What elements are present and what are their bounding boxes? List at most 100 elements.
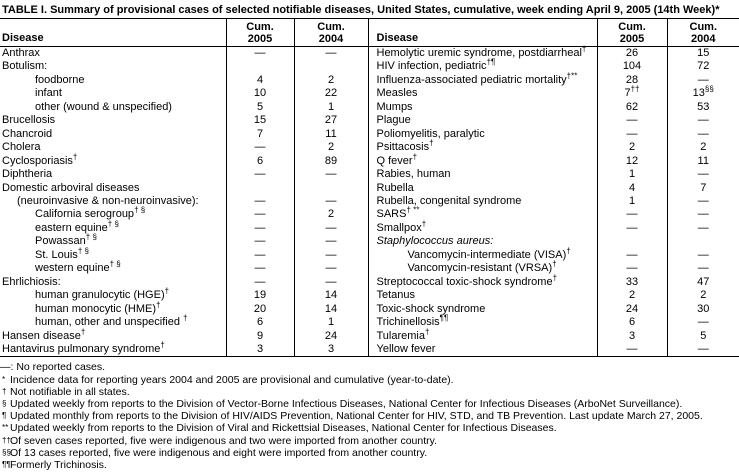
disease-cell: Botulism: bbox=[0, 60, 227, 74]
footnote-marker: † bbox=[421, 219, 427, 229]
footnote-marker: † bbox=[164, 286, 170, 296]
table-row: Hansen disease† 9 24 Tularemia† 3 5 bbox=[0, 326, 739, 343]
table-row: human granulocytic (HGE)† 19 14 Tetanus 2 2 bbox=[0, 286, 739, 303]
disease-cell: St. Louis† § bbox=[0, 247, 227, 263]
value-cell: 19 bbox=[226, 289, 295, 303]
disease-label: infant bbox=[35, 87, 62, 100]
footnote-text: Of 13 cases reported, five were indigeno… bbox=[10, 446, 428, 459]
table-row: Cholera —2 Psittacosis† 2 2 bbox=[0, 138, 739, 155]
disease-label: Influenza-associated pediatric mortality bbox=[376, 73, 567, 86]
value-cell: 5 bbox=[226, 100, 295, 115]
footnote-marker: † § bbox=[107, 219, 119, 229]
disease-label: Chancroid bbox=[2, 127, 53, 140]
disease-cell: Toxic-shock syndrome bbox=[368, 302, 598, 317]
value-cell: 2 bbox=[597, 141, 668, 155]
table-row: Brucellosis 15 27 Plague — — bbox=[0, 114, 739, 128]
value-cell: — bbox=[226, 208, 295, 222]
footnote-symbol: * bbox=[2, 374, 6, 384]
disease-label: Ehrlichiosis: bbox=[2, 275, 61, 288]
footnote-marker: † bbox=[429, 138, 434, 148]
disease-cell: Anthrax bbox=[0, 46, 227, 61]
disease-label: Mumps bbox=[376, 100, 413, 113]
footnote-symbol: ¶¶ bbox=[2, 460, 11, 470]
value-cell: 1 bbox=[294, 316, 369, 330]
disease-cell: Plague bbox=[368, 114, 598, 128]
footnote-symbol: §§ bbox=[2, 447, 11, 457]
disease-cell: human granulocytic (HGE)† bbox=[0, 286, 227, 303]
value-cell bbox=[226, 181, 295, 195]
disease-label: SARS bbox=[376, 208, 407, 221]
value-cell: 26 bbox=[597, 46, 668, 61]
value-cell: — bbox=[697, 221, 709, 234]
footnote-marker: † bbox=[425, 326, 430, 336]
disease-cell: Trichinellosis¶¶ bbox=[368, 314, 598, 330]
col-header-cum2004-left: Cum. 2004 bbox=[294, 18, 369, 47]
table-row: human monocytic (HME)† 20 14 Toxic-shock sy… bbox=[0, 300, 739, 317]
value-cell: — bbox=[697, 248, 709, 261]
value-cell: 24 bbox=[294, 329, 369, 343]
footnote-text: Of seven cases reported, five were indig… bbox=[10, 434, 438, 447]
table-row: Diphtheria — — Rabies, human 1— bbox=[0, 168, 739, 182]
value-cell bbox=[667, 235, 739, 248]
disease-cell: Poliomyelitis, paralytic bbox=[368, 127, 598, 142]
disease-label: eastern equine bbox=[35, 221, 108, 234]
disease-label: Staphylococcus aureus: bbox=[376, 235, 494, 248]
disease-label: human, other and unspecified bbox=[35, 316, 183, 329]
value-cell: 7†† bbox=[597, 85, 668, 101]
disease-cell: Tularemia† bbox=[368, 326, 598, 343]
disease-label: Brucellosis bbox=[2, 114, 56, 127]
disease-label: Cholera bbox=[2, 141, 41, 154]
table-body: Anthrax — — Hemolytic uremic syndrome, post… bbox=[0, 45, 739, 358]
value-cell: 9 bbox=[226, 329, 295, 343]
disease-cell: western equine† § bbox=[0, 259, 227, 276]
footnote-marker: † bbox=[412, 151, 418, 161]
value-cell: — bbox=[597, 262, 668, 276]
value-cell: 72 bbox=[697, 60, 710, 73]
value-cell: 3 bbox=[294, 342, 369, 358]
disease-cell: Domestic arboviral diseases bbox=[0, 181, 227, 195]
disease-cell: Vancomycin-intermediate (VISA)† bbox=[368, 247, 598, 263]
footnote-marker: † § bbox=[85, 232, 97, 242]
disease-cell: Rabies, human bbox=[368, 168, 598, 182]
footnote-symbol: § bbox=[2, 399, 7, 409]
footnote-marker: † § bbox=[109, 259, 121, 269]
disease-label: Anthrax bbox=[2, 47, 40, 59]
value-cell bbox=[294, 60, 369, 74]
disease-label: (neuroinvasive & non-neuroinvasive): bbox=[17, 194, 199, 207]
disease-cell: Q fever† bbox=[368, 151, 598, 169]
disease-cell: Rubella, congenital syndrome bbox=[368, 194, 598, 209]
table-row: other (wound & unspecified) 5 1 Mumps 62 53 bbox=[0, 100, 739, 115]
disease-label: Toxic-shock syndrome bbox=[376, 302, 486, 315]
footnote-symbol: † bbox=[2, 386, 7, 396]
value-cell: 24 bbox=[597, 302, 668, 317]
value-cell: 5 bbox=[700, 329, 707, 342]
disease-cell: Vancomycin-resistant (VRSA)† bbox=[368, 260, 598, 276]
col-header-label: Disease bbox=[376, 32, 419, 44]
disease-label: Cyclosporiasis bbox=[2, 154, 73, 167]
disease-label: human granulocytic (HGE) bbox=[35, 289, 165, 302]
value-cell: 2 bbox=[700, 289, 707, 302]
disease-label: Hansen disease bbox=[2, 329, 81, 342]
col-header-label: Disease bbox=[2, 32, 44, 44]
table-row: Ehrlichiosis: — — Streptococcal toxic-shock… bbox=[0, 274, 739, 290]
value-cell: 2 bbox=[294, 208, 369, 222]
value-cell: — bbox=[597, 221, 668, 236]
value-cell: — bbox=[294, 262, 369, 276]
disease-cell: infant bbox=[0, 87, 227, 101]
footnote-marker: †** bbox=[566, 71, 578, 81]
value-cell: 15 bbox=[226, 114, 295, 128]
disease-cell: human monocytic (HME)† bbox=[0, 300, 227, 317]
disease-label: California serogroup bbox=[35, 208, 135, 221]
disease-label: Rubella bbox=[376, 181, 414, 194]
footnote-marker: † bbox=[160, 340, 165, 350]
value-cell: 6 bbox=[226, 154, 295, 169]
table-row: foodborne 4 2 Influenza-associated pediatri… bbox=[0, 71, 739, 88]
value-cell: 33 bbox=[597, 275, 668, 290]
value-cell: — bbox=[294, 221, 369, 236]
value-cell: — bbox=[667, 342, 739, 358]
footnote-text: Incidence data for reporting years 2004 … bbox=[10, 373, 454, 386]
footnote-marker: †¶ bbox=[486, 57, 496, 67]
value-cell: — bbox=[226, 221, 295, 236]
table-row: Hantavirus pulmonary syndrome† 3 3 Yellow f… bbox=[0, 340, 739, 358]
table-row: Chancroid 7 11 Poliomyelitis, paralytic — — bbox=[0, 127, 739, 142]
